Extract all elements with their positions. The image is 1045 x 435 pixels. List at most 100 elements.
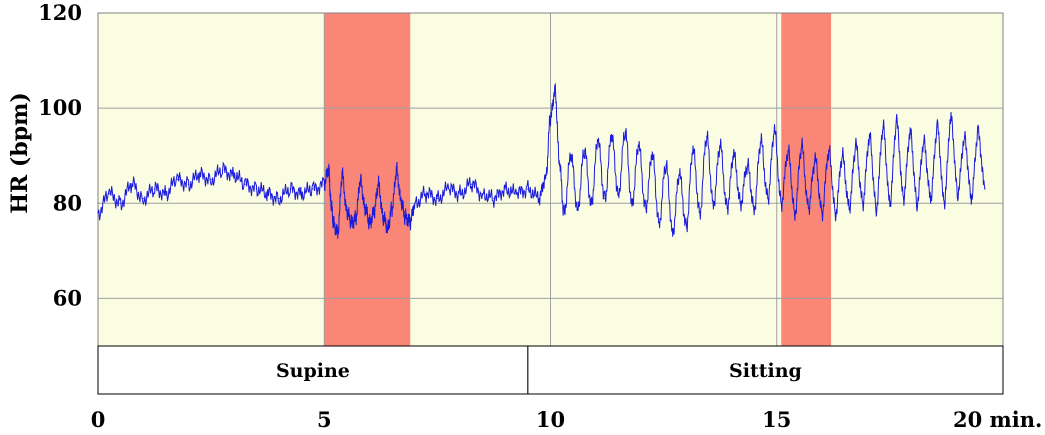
hr-data-point <box>221 169 224 171</box>
hr-data-point <box>753 207 755 209</box>
phase-label: Supine <box>276 360 350 382</box>
hr-data-point <box>923 140 925 143</box>
hr-data-point <box>436 197 438 200</box>
hr-data-point <box>868 136 871 138</box>
hr-data-point <box>719 145 721 147</box>
highlight-region-2 <box>781 13 832 346</box>
hr-data-point <box>617 193 619 195</box>
hr-data-point <box>97 212 99 214</box>
hr-data-point <box>448 188 450 190</box>
hr-data-point <box>165 193 167 195</box>
hr-data-point <box>597 140 599 143</box>
hr-data-point <box>549 117 552 119</box>
hr-data-point <box>341 174 343 176</box>
hr-data-point <box>470 183 472 185</box>
y-tick-label: 100 <box>38 95 82 120</box>
hr-data-point <box>841 155 843 157</box>
hr-data-point <box>834 212 837 214</box>
hr-data-point <box>807 207 810 209</box>
hr-data-point <box>337 231 339 233</box>
hr-data-point <box>672 231 674 233</box>
hr-data-point <box>930 197 932 200</box>
hr-data-point <box>414 202 416 204</box>
hr-data-point <box>355 216 357 219</box>
hr-data-point <box>373 212 375 214</box>
hr-data-point <box>563 212 565 214</box>
hr-data-point <box>882 126 884 128</box>
hr-data-point <box>957 193 959 195</box>
hr-data-point <box>644 207 647 209</box>
hr-data-point <box>902 197 905 200</box>
y-axis-label: HR (bpm) <box>7 92 33 214</box>
hr-data-point <box>950 117 952 119</box>
hr-data-point <box>821 212 823 214</box>
hr-data-point <box>131 183 133 185</box>
hr-data-point <box>814 159 816 162</box>
hr-data-point <box>558 164 561 166</box>
hr-data-point <box>396 169 398 171</box>
y-tick-label: 80 <box>53 190 82 215</box>
hr-data-point <box>210 178 212 181</box>
hr-data-point <box>936 126 938 128</box>
x-tick-label: 10 <box>536 407 565 432</box>
hr-data-point <box>970 197 972 200</box>
hr-data-point <box>678 174 681 176</box>
hr-data-point <box>692 150 694 152</box>
hr-data-point <box>794 212 796 214</box>
hr-data-point <box>515 193 518 195</box>
hr-data-point <box>233 174 235 176</box>
phase-bar: Supine Sitting <box>97 345 1004 395</box>
hr-data-point <box>699 212 701 214</box>
y-tick-label: 120 <box>38 0 82 25</box>
highlight-regions <box>324 13 832 346</box>
x-tick-label: 15 <box>762 407 791 432</box>
hr-data-point <box>120 202 122 204</box>
hr-data-point <box>624 131 626 133</box>
hr-data-point <box>244 183 246 185</box>
hr-data-point <box>482 193 484 195</box>
hr-data-point <box>255 188 257 190</box>
hr-data-point <box>527 188 529 190</box>
hr-data-point <box>312 188 314 190</box>
hr-data-point <box>848 207 850 209</box>
hr-data-point <box>368 221 371 223</box>
hr-data-point <box>631 202 633 204</box>
hr-data-point <box>108 193 110 195</box>
hr-data-point <box>801 145 803 147</box>
hr-data-point <box>459 193 461 195</box>
hr-data-point <box>504 188 506 190</box>
hr-data-point <box>142 197 144 200</box>
hr-data-point <box>382 216 384 219</box>
hr-series-line <box>97 83 986 239</box>
series-group <box>97 83 986 239</box>
hr-data-point <box>963 136 966 138</box>
hr-data-point <box>984 188 986 190</box>
y-tick-label: 60 <box>53 285 82 310</box>
hr-data-point <box>760 140 762 143</box>
hr-data-point <box>604 197 606 200</box>
hr-data-point <box>278 197 280 200</box>
hr-data-point <box>570 155 572 157</box>
highlight-region-1 <box>324 13 411 346</box>
hr-data-point <box>855 145 857 147</box>
hr-data-point <box>332 221 334 223</box>
hr-data-point <box>400 202 402 204</box>
hr-data-point <box>726 207 728 209</box>
hr-data-point <box>909 131 911 133</box>
hr-data-point <box>405 216 407 219</box>
hr-data-point <box>330 202 332 204</box>
hr-data-point <box>199 174 201 176</box>
hr-data-point <box>767 197 769 200</box>
hr-data-point <box>176 178 178 181</box>
hr-data-point <box>658 221 660 223</box>
hr-data-point <box>651 155 653 157</box>
x-tick-label: 0 <box>91 407 106 432</box>
y-tick-labels: 60 80 100 120 <box>38 0 82 310</box>
hr-data-point <box>583 150 586 152</box>
hr-data-point <box>350 221 352 223</box>
hr-data-point <box>787 150 789 152</box>
hr-data-point <box>590 202 592 204</box>
hr-data-point <box>377 183 380 185</box>
x-tick-label: 20 min. <box>953 407 1042 432</box>
